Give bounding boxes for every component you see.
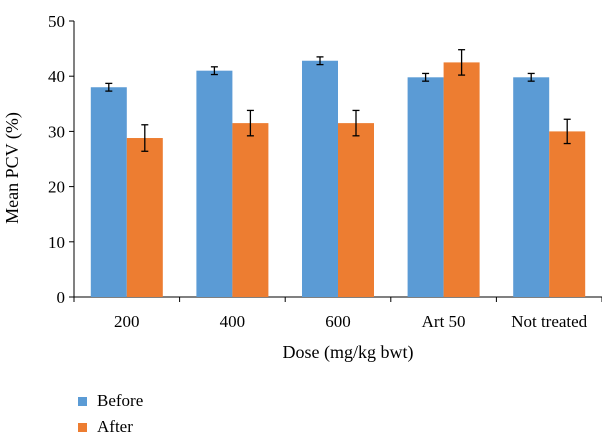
legend-swatch-before [78,396,87,406]
y-tick-label: 10 [48,233,65,252]
y-axis: 0 10 20 30 40 50 [48,12,75,307]
bar-after-600 [338,123,374,298]
bar-before-art-50 [407,77,444,297]
error-bar [141,124,149,152]
legend-swatch-after [78,422,87,432]
error-bars [105,49,571,152]
bar-chart: 0 10 20 30 40 50 200 400 600 Art 50 Not treated M… [2,12,602,363]
error-bar [527,72,535,82]
bar-before-not-treated [513,77,550,297]
legend-label-after: After [97,417,133,436]
error-bar [563,118,571,145]
bar-before-400 [196,70,233,298]
x-axis: 200 400 600 Art 50 Not treated [73,296,602,331]
bar-after-art-50 [443,62,480,298]
legend-item-before: Before [78,388,143,414]
y-tick-label: 0 [57,288,66,307]
legend: Before After [78,388,143,440]
x-tick-label: Art 50 [422,312,466,331]
y-axis-title: Mean PCV (%) [2,112,23,224]
y-tick-label: 20 [48,178,65,197]
bar-before-200 [90,87,127,298]
bar-after-400 [232,123,269,298]
y-tick-labels: 0 10 20 30 40 50 [48,12,74,307]
x-tick-label: 600 [325,312,351,331]
y-tick-label: 50 [48,12,65,31]
x-tick-label: 400 [220,312,246,331]
legend-item-after: After [78,414,143,440]
error-bar [316,56,324,66]
error-bar [105,82,113,92]
y-tick-label: 40 [48,67,65,86]
error-bar [422,72,430,82]
x-tick-labels: 200 400 600 Art 50 Not treated [73,297,602,331]
bar-after-not-treated [549,131,586,297]
error-bar [352,109,360,137]
error-bar [458,49,466,76]
x-axis-title: Dose (mg/kg bwt) [283,342,414,363]
error-bar [210,66,218,76]
bar-before-600 [302,60,338,297]
legend-label-before: Before [97,391,144,410]
bar-after-200 [126,138,163,297]
y-tick-label: 30 [48,122,65,141]
x-tick-label: 200 [114,312,140,331]
bars [90,60,586,298]
x-tick-label: Not treated [511,312,587,331]
error-bar [246,109,254,137]
